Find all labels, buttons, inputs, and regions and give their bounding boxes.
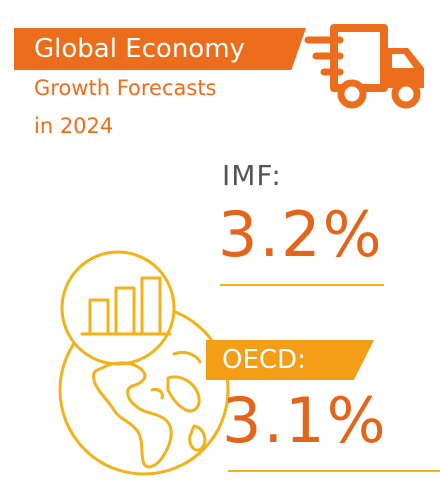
page-subtitle-line1: Growth Forecasts [34, 76, 217, 100]
imf-forecast-value: 3.2% [218, 198, 384, 271]
oecd-label: OECD: [222, 345, 306, 375]
imf-divider [220, 284, 384, 286]
oecd-label-tag [206, 340, 374, 380]
delivery-truck-icon [304, 24, 424, 109]
page-subtitle-line2: in 2024 [34, 114, 114, 138]
imf-label: IMF: [222, 159, 282, 192]
page-title: Global Economy [34, 34, 245, 64]
title-banner [14, 28, 306, 70]
oecd-divider [228, 470, 440, 472]
oecd-forecast-value: 3.1% [222, 384, 388, 457]
globe-bar-chart-icon [58, 250, 230, 476]
